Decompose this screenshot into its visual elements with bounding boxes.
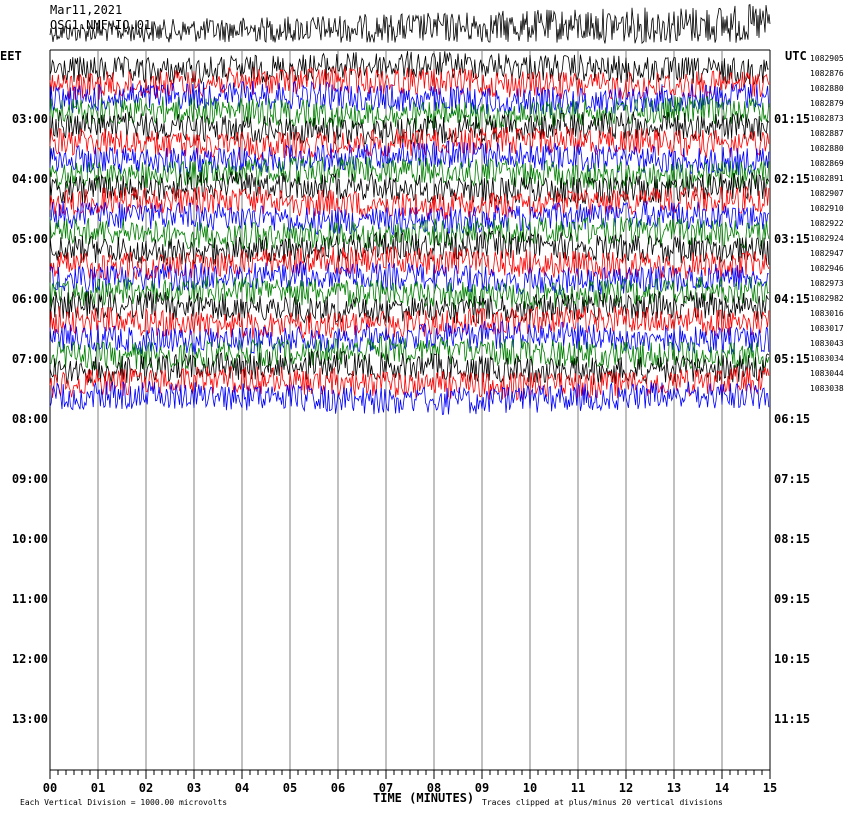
trace-value-label: 1082947 [810, 249, 844, 258]
trace-value-label: 1083043 [810, 339, 844, 348]
date-label: Mar11,2021 [50, 3, 123, 17]
x-tick-label: 09 [475, 781, 489, 795]
trace-value-label: 1083034 [810, 354, 844, 363]
seismic-trace [49, 185, 770, 221]
trace-value-label: 1082910 [810, 204, 844, 213]
left-time-label: 09:00 [12, 472, 48, 486]
right-time-label: 08:15 [774, 532, 810, 546]
right-time-label: 01:15 [774, 112, 810, 126]
trace-value-label: 1082880 [810, 84, 844, 93]
right-time-label: 07:15 [774, 472, 810, 486]
seismic-trace [49, 350, 770, 385]
trace-value-label: 1082869 [810, 159, 844, 168]
left-time-label: 04:00 [12, 172, 48, 186]
left-time-label: 06:00 [12, 292, 48, 306]
partial-trace [49, 4, 771, 44]
trace-value-label: 1082982 [810, 294, 844, 303]
station-label: OSC1.NMF.IO.01 [50, 18, 152, 32]
right-zone-label: UTC [785, 49, 807, 63]
seismic-trace [49, 381, 770, 415]
seismic-trace [49, 126, 770, 161]
left-time-label: 05:00 [12, 232, 48, 246]
left-time-label: 11:00 [12, 592, 48, 606]
trace-value-label: 1082922 [810, 219, 844, 228]
right-time-label: 04:15 [774, 292, 810, 306]
right-time-label: 02:15 [774, 172, 810, 186]
trace-value-label: 1082876 [810, 69, 844, 78]
trace-value-label: 1082905 [810, 54, 844, 63]
x-tick-label: 12 [619, 781, 633, 795]
trace-value-label: 1082924 [810, 234, 844, 243]
left-time-label: 13:00 [12, 712, 48, 726]
left-time-label: 07:00 [12, 352, 48, 366]
trace-value-label: 1082907 [810, 189, 844, 198]
scale-note: Each Vertical Division = 1000.00 microvo… [20, 798, 228, 807]
right-time-label: 09:15 [774, 592, 810, 606]
trace-value-label: 1083038 [810, 384, 844, 393]
right-time-label: 11:15 [774, 712, 810, 726]
seismic-trace [49, 275, 770, 310]
x-tick-label: 02 [139, 781, 153, 795]
x-axis-title: TIME (MINUTES) [373, 791, 475, 805]
trace-value-label: 1082891 [810, 174, 844, 183]
x-tick-label: 13 [667, 781, 681, 795]
seismic-trace [49, 366, 770, 401]
right-time-label: 03:15 [774, 232, 810, 246]
trace-value-label: 1083017 [810, 324, 844, 333]
right-time-label: 05:15 [774, 352, 810, 366]
seismic-traces [49, 4, 771, 415]
x-tick-label: 08 [427, 781, 441, 795]
left-time-label: 08:00 [12, 412, 48, 426]
seismic-trace [49, 51, 769, 86]
seismic-trace [49, 140, 770, 176]
seismic-trace [49, 245, 770, 281]
seismic-trace [49, 319, 770, 355]
x-tick-label: 14 [715, 781, 729, 795]
left-zone-label: EET [0, 49, 22, 63]
x-tick-label: 07 [379, 781, 393, 795]
x-tick-label: 11 [571, 781, 585, 795]
seismic-trace [49, 216, 770, 250]
x-tick-label: 03 [187, 781, 201, 795]
axis-labels: 00 01 02 03 04 05 06 07 08 09 10 11 12 13 14 15 03:00 04:… [12, 54, 844, 795]
seismic-trace [49, 261, 769, 296]
seismic-trace [49, 306, 770, 340]
x-tick-label: 10 [523, 781, 537, 795]
left-time-label: 03:00 [12, 112, 48, 126]
x-tick-label: 01 [91, 781, 105, 795]
seismic-trace [49, 229, 770, 266]
time-gridlines [49, 49, 771, 770]
seismic-trace [49, 334, 770, 371]
left-time-label: 10:00 [12, 532, 48, 546]
seismic-trace [49, 111, 770, 146]
right-time-label: 10:15 [774, 652, 810, 666]
trace-value-label: 1082880 [810, 144, 844, 153]
trace-value-label: 1082973 [810, 279, 844, 288]
x-tick-label: 06 [331, 781, 345, 795]
seismic-trace [49, 80, 770, 116]
trace-value-label: 1083044 [810, 369, 844, 378]
x-tick-label: 04 [235, 781, 249, 795]
trace-value-label: 1082946 [810, 264, 844, 273]
clip-note: Traces clipped at plus/minus 20 vertical… [482, 798, 723, 807]
x-tick-label: 00 [43, 781, 57, 795]
right-time-label: 06:15 [774, 412, 810, 426]
trace-value-label: 1082879 [810, 99, 844, 108]
left-time-label: 12:00 [12, 652, 48, 666]
trace-value-label: 1082887 [810, 129, 844, 138]
x-tick-label: 05 [283, 781, 297, 795]
seismic-trace [49, 156, 770, 191]
seismic-trace [49, 201, 770, 236]
trace-value-label: 1082873 [810, 114, 844, 123]
time-axis [49, 769, 771, 779]
x-tick-label: 15 [763, 781, 777, 795]
seismic-trace [49, 66, 770, 100]
trace-value-label: 1083016 [810, 309, 844, 318]
